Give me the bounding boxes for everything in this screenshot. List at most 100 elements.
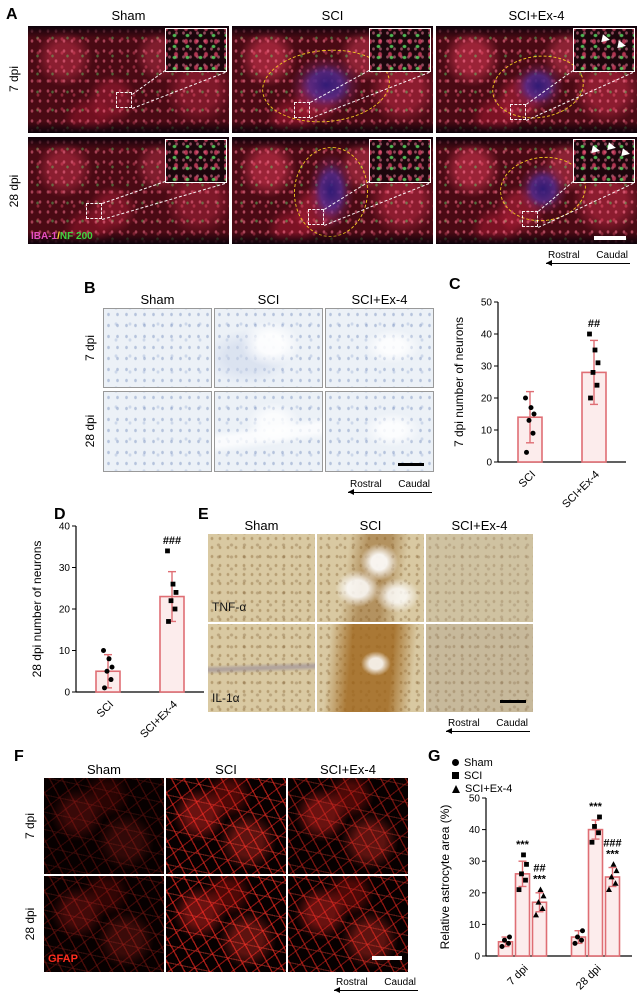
lesion-patch (426, 534, 533, 622)
col-header-sci: SCI (321, 8, 344, 23)
lesion-patch (317, 534, 424, 622)
svg-text:40: 40 (59, 522, 71, 533)
svg-text:28 dpi number of neurons: 28 dpi number of neurons (30, 541, 44, 678)
ihc-il1-sham (208, 624, 315, 712)
direction-words: Rostral Caudal (334, 977, 418, 988)
svg-text:20: 20 (59, 605, 71, 616)
texture (208, 624, 315, 712)
texture (208, 534, 315, 622)
rostral-label: Rostral (548, 250, 580, 261)
chart-astrocyte-area: 0 10 20 30 40 50 Relative astrocyte area (%) **… (436, 792, 638, 1002)
arrowhead-icon (621, 148, 631, 158)
scale-bar (398, 463, 424, 466)
texture (426, 624, 533, 712)
svg-text:7 dpi: 7 dpi (505, 963, 530, 988)
inset-texture (574, 29, 634, 71)
row-label-7dpi: 7 dpi (23, 812, 37, 840)
panel-d-label: D (54, 506, 66, 523)
lesion-patch (326, 309, 433, 387)
col-header-sham: Sham (140, 292, 175, 307)
legend-label: SCI+Ex-4 (465, 782, 513, 795)
direction-arrow (348, 489, 432, 495)
legend-label: Sham (464, 756, 493, 769)
nissl-b-sci-7dpi (214, 308, 323, 388)
svg-text:10: 10 (481, 426, 493, 437)
inset-texture (166, 29, 226, 71)
iba1-label: IBA-1 (31, 231, 58, 242)
svg-text:40: 40 (469, 825, 481, 836)
panel-a-label: A (6, 6, 18, 23)
row-label-28dpi: 28 dpi (7, 174, 21, 208)
circle-marker-icon (452, 759, 459, 766)
svg-text:***: *** (516, 839, 530, 851)
rostral-label: Rostral (336, 977, 368, 988)
fiber-texture (166, 778, 286, 874)
ihc-il1-sci-ex4 (426, 624, 533, 712)
panel-b-label: B (84, 280, 96, 297)
svg-text:SCI: SCI (517, 469, 538, 490)
svg-text:###: ### (603, 837, 621, 849)
inset-image (369, 139, 431, 183)
panel-c-label: C (449, 276, 461, 293)
col-header-sci-ex4: SCI+Ex-4 (351, 292, 408, 307)
zoom-region-box (294, 102, 310, 118)
arrowhead-icon (601, 34, 611, 44)
svg-text:SCI+Ex-4: SCI+Ex-4 (138, 699, 180, 740)
col-header-sham: Sham (244, 518, 279, 533)
texture (104, 309, 211, 387)
direction-indicator-f: Rostral Caudal (334, 977, 418, 993)
svg-text:40: 40 (481, 330, 493, 341)
nissl-b-sham-7dpi (103, 308, 212, 388)
gfap-sci-7dpi (166, 778, 286, 874)
nf200-label: NF 200 (59, 231, 93, 242)
col-header-sci-ex4: SCI+Ex-4 (320, 762, 376, 777)
row-label-7dpi: 7 dpi (7, 65, 21, 93)
panel-g-label: G (428, 748, 441, 765)
inset-texture (370, 29, 430, 71)
panel-e-label: E (198, 506, 209, 523)
nissl-b-sham-28dpi (103, 391, 212, 472)
rostral-label: Rostral (448, 718, 480, 729)
fiber-texture (44, 876, 164, 972)
micro-a-sham-7dpi (28, 26, 229, 133)
caudal-label: Caudal (596, 250, 628, 261)
scale-bar (500, 700, 526, 703)
lesion-patch (317, 624, 424, 712)
col-header-sci: SCI (257, 292, 280, 307)
svg-text:20: 20 (469, 888, 481, 899)
zoom-region-box (522, 211, 538, 227)
nissl-b-sci-28dpi (214, 391, 323, 472)
svg-text:28 dpi: 28 dpi (574, 963, 604, 993)
svg-text:0: 0 (64, 688, 70, 699)
ihc-il1-sci (317, 624, 424, 712)
svg-text:30: 30 (469, 857, 481, 868)
blotch-texture (44, 876, 164, 972)
blotch-texture (166, 778, 286, 874)
col-header-sci: SCI (359, 518, 382, 533)
lesion-patch (215, 309, 322, 387)
chart-28dpi-neurons: 0 10 20 30 40 28 dpi number of neurons SCI ### S… (28, 512, 214, 741)
direction-words: Rostral Caudal (546, 250, 630, 261)
inset-image (165, 139, 227, 183)
caudal-label: Caudal (496, 718, 528, 729)
svg-text:***: *** (606, 848, 620, 860)
lesion-patch (426, 624, 533, 712)
slash-label: / (57, 231, 60, 242)
fiber-texture (288, 778, 408, 874)
arrowhead-icon (607, 142, 617, 152)
inset-image (573, 139, 635, 183)
svg-text:10: 10 (59, 646, 71, 657)
svg-text:30: 30 (481, 362, 493, 373)
svg-text:Relative astrocyte area (%): Relative astrocyte area (%) (438, 805, 452, 950)
col-header-sci-ex4: SCI+Ex-4 (508, 8, 565, 23)
texture (104, 392, 211, 471)
inset-texture (370, 140, 430, 182)
lesion-patch (326, 392, 433, 471)
svg-text:0: 0 (486, 458, 492, 469)
svg-text:0: 0 (474, 952, 480, 963)
lesion-patch (215, 392, 322, 471)
micro-a-sci-7dpi (232, 26, 433, 133)
svg-text:##: ## (588, 318, 600, 330)
svg-text:10: 10 (469, 920, 481, 931)
